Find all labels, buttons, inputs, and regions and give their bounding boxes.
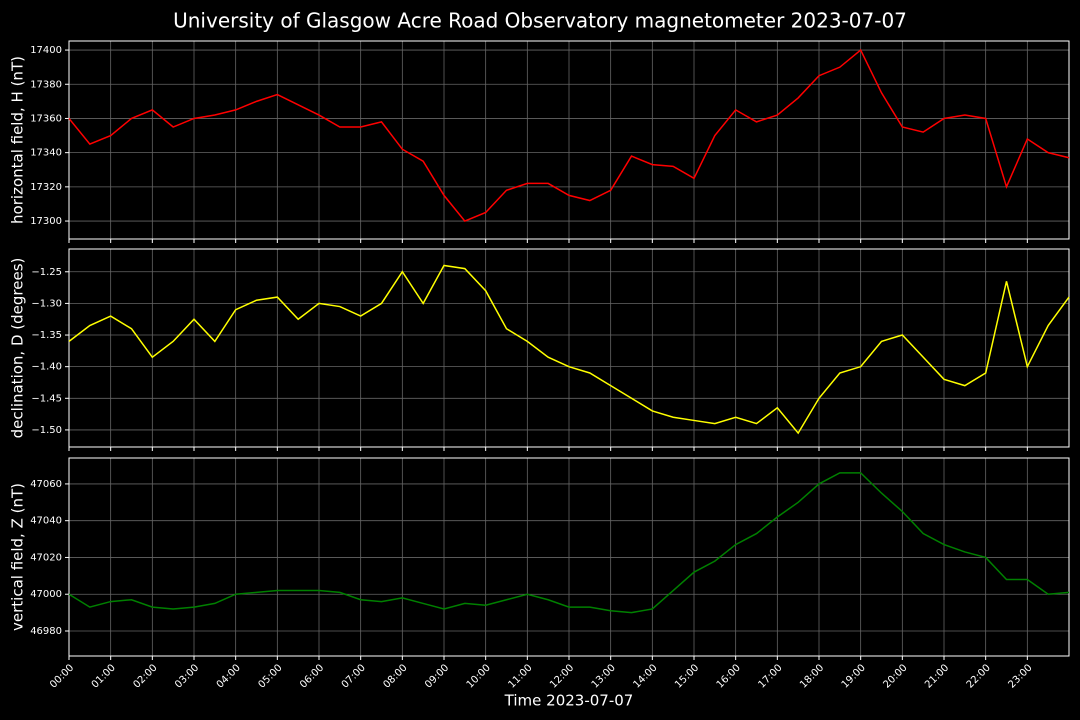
- series-line: [68, 48, 1070, 222]
- x-axis-label: Time 2023-07-07: [504, 692, 634, 710]
- y-tick-label: 17380: [30, 79, 62, 90]
- x-tick-label: 14:00: [631, 662, 659, 690]
- y-axis-label: declination, D (degrees): [9, 258, 27, 439]
- x-tick-label: 22:00: [965, 662, 993, 690]
- x-tick-label: 16:00: [715, 662, 743, 690]
- y-tick-label: 17320: [30, 182, 62, 193]
- x-tick-label: 13:00: [590, 662, 618, 690]
- x-tick-label: 00:00: [48, 662, 76, 690]
- y-tick-label: −1.50: [31, 425, 62, 436]
- y-tick-label: −1.45: [31, 393, 62, 404]
- y-tick-label: −1.35: [31, 330, 62, 341]
- x-tick-label: 02:00: [131, 662, 159, 690]
- x-tick-label: 21:00: [923, 662, 951, 690]
- y-tick-label: 17300: [30, 216, 62, 227]
- plot-frame: [68, 248, 1070, 448]
- y-tick-label: −1.25: [31, 267, 62, 278]
- y-tick-label: 47000: [30, 589, 62, 600]
- y-tick-label: −1.40: [31, 362, 62, 373]
- x-tick-label: 05:00: [256, 662, 284, 690]
- series-line: [68, 264, 1070, 435]
- x-tick-label: 10:00: [465, 662, 493, 690]
- x-tick-label: 12:00: [548, 662, 576, 690]
- x-tick-label: 06:00: [298, 662, 326, 690]
- x-tick-label: 01:00: [90, 662, 118, 690]
- figure-title: University of Glasgow Acre Road Observat…: [173, 9, 907, 33]
- y-tick-label: 17360: [30, 113, 62, 124]
- x-tick-label: 19:00: [840, 662, 868, 690]
- x-tick-label: 04:00: [215, 662, 243, 690]
- y-tick-label: 47020: [30, 552, 62, 563]
- plot-frame: [68, 457, 1070, 657]
- x-tick-label: 23:00: [1006, 662, 1034, 690]
- x-tick-label: 09:00: [423, 662, 451, 690]
- y-tick-label: 47040: [30, 516, 62, 527]
- y-axis-label: vertical field, Z (nT): [9, 483, 27, 631]
- y-axis-label: horizontal field, H (nT): [9, 56, 27, 224]
- series-line: [68, 472, 1070, 614]
- x-tick-label: 18:00: [798, 662, 826, 690]
- x-tick-label: 08:00: [381, 662, 409, 690]
- x-tick-label: 11:00: [506, 662, 534, 690]
- x-tick-label: 17:00: [756, 662, 784, 690]
- plot-frame: [68, 40, 1070, 240]
- x-tick-label: 07:00: [340, 662, 368, 690]
- y-tick-label: 17340: [30, 148, 62, 159]
- y-tick-label: 46980: [30, 626, 62, 637]
- x-tick-label: 20:00: [881, 662, 909, 690]
- y-tick-label: 17400: [30, 45, 62, 56]
- x-tick-label: 03:00: [173, 662, 201, 690]
- y-tick-label: −1.30: [31, 298, 62, 309]
- x-tick-label: 15:00: [673, 662, 701, 690]
- y-tick-label: 47060: [30, 479, 62, 490]
